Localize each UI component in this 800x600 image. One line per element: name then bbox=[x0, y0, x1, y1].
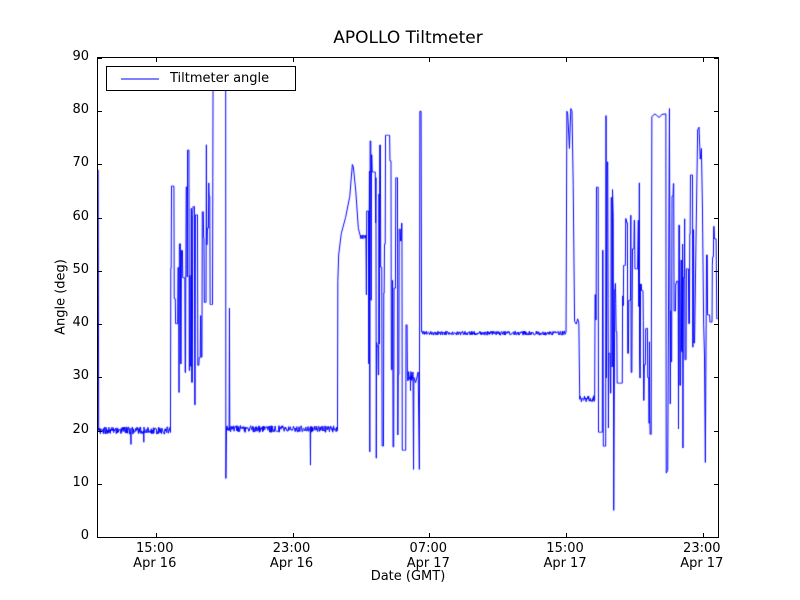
x-tick-label: 23:00 Apr 17 bbox=[680, 541, 724, 571]
tick-mark bbox=[98, 377, 102, 379]
y-tick-label: 0 bbox=[80, 528, 89, 543]
tick-mark bbox=[714, 164, 718, 166]
tick-mark bbox=[714, 111, 718, 113]
tick-mark bbox=[98, 483, 102, 485]
tick-mark bbox=[714, 270, 718, 272]
tick-mark bbox=[714, 217, 718, 219]
x-tick-label: 07:00 Apr 17 bbox=[406, 541, 450, 571]
tick-mark bbox=[429, 533, 431, 537]
tick-mark bbox=[702, 533, 704, 537]
tick-mark bbox=[98, 111, 102, 113]
y-tick-label: 60 bbox=[72, 208, 89, 224]
tick-mark bbox=[98, 270, 102, 272]
tick-mark bbox=[155, 533, 157, 537]
y-tick-label: 30 bbox=[72, 368, 89, 384]
tick-mark bbox=[702, 58, 704, 62]
x-tick-label: 15:00 Apr 17 bbox=[543, 541, 587, 571]
tiltmeter-line-series bbox=[98, 58, 718, 537]
y-tick-label: 80 bbox=[72, 102, 89, 118]
chart-title: APOLLO Tiltmeter bbox=[333, 28, 483, 48]
tick-mark bbox=[98, 537, 102, 538]
tick-mark bbox=[714, 58, 718, 59]
tick-mark bbox=[155, 58, 157, 62]
y-tick-label: 10 bbox=[72, 474, 89, 490]
y-tick-label: 40 bbox=[72, 315, 89, 331]
tick-mark bbox=[98, 217, 102, 219]
y-tick-label: 50 bbox=[72, 261, 89, 277]
tick-mark bbox=[714, 324, 718, 326]
tick-mark bbox=[98, 164, 102, 166]
tick-mark bbox=[566, 58, 568, 62]
tick-mark bbox=[98, 324, 102, 326]
y-tick-label: 70 bbox=[72, 155, 89, 171]
tick-mark bbox=[292, 533, 294, 537]
tick-mark bbox=[714, 483, 718, 485]
legend: Tiltmeter angle bbox=[106, 66, 296, 91]
legend-line-sample bbox=[121, 77, 159, 80]
y-tick-label: 90 bbox=[72, 49, 89, 64]
tick-mark bbox=[714, 377, 718, 379]
tick-mark bbox=[98, 430, 102, 432]
tick-mark bbox=[714, 537, 718, 538]
x-tick-label: 23:00 Apr 16 bbox=[269, 541, 314, 571]
tick-mark bbox=[714, 430, 718, 432]
tick-mark bbox=[292, 58, 294, 62]
legend-label: Tiltmeter angle bbox=[170, 71, 270, 86]
x-axis-title: Date (GMT) bbox=[370, 569, 446, 584]
y-tick-label: 20 bbox=[72, 421, 89, 437]
tick-mark bbox=[98, 58, 102, 59]
tick-mark bbox=[429, 58, 431, 62]
plot-area: Tiltmeter angle bbox=[97, 57, 719, 538]
x-tick-label: 15:00 Apr 16 bbox=[133, 541, 177, 571]
tick-mark bbox=[566, 533, 568, 537]
